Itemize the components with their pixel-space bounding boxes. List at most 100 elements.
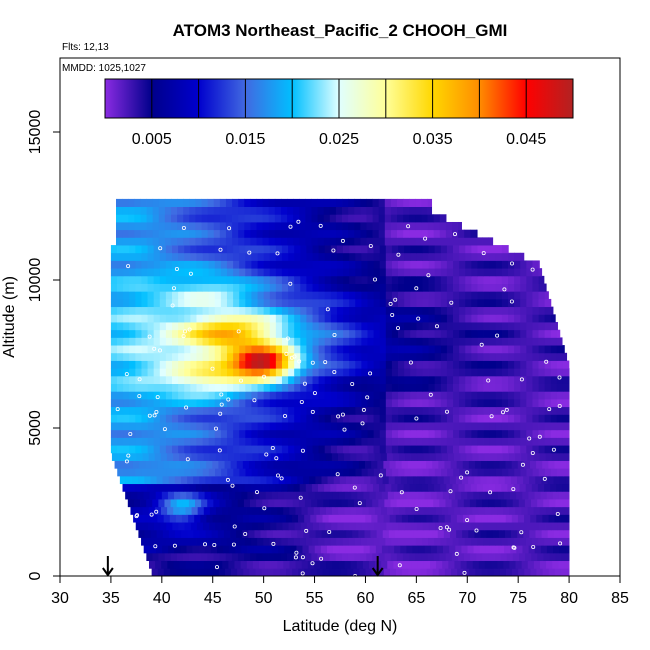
heatmap-cell — [312, 252, 320, 261]
heatmap-cell — [135, 445, 142, 454]
heatmap-cell — [129, 429, 136, 438]
heatmap-cell — [177, 214, 184, 223]
heatmap-cell — [287, 214, 294, 223]
heatmap-cell — [386, 452, 394, 461]
heatmap-cell — [178, 445, 185, 454]
heatmap-cell — [421, 198, 428, 207]
heatmap-cell — [562, 437, 570, 446]
heatmap-cell — [355, 314, 362, 323]
heatmap-cell — [184, 352, 191, 361]
heatmap-cell — [434, 391, 442, 400]
heatmap-cell — [410, 337, 417, 346]
heatmap-cell — [550, 375, 558, 384]
heatmap-cell — [331, 452, 339, 461]
heatmap-cell — [239, 314, 246, 323]
heatmap-cell — [404, 414, 411, 423]
heatmap-cell — [495, 398, 503, 408]
heatmap-cell — [288, 314, 295, 323]
heatmap-cell — [147, 468, 155, 477]
heatmap-cell — [410, 252, 417, 261]
heatmap-cell — [135, 260, 142, 269]
heatmap-cell — [160, 522, 167, 531]
heatmap-cell — [226, 391, 234, 400]
heatmap-cell — [220, 375, 228, 384]
heatmap-cell — [122, 206, 129, 215]
heatmap-cell — [153, 268, 161, 277]
heatmap-cell — [190, 298, 197, 308]
sample-point — [275, 473, 280, 478]
heatmap-cell — [385, 345, 393, 354]
heatmap-cell — [523, 529, 530, 538]
heatmap-cell — [335, 499, 343, 508]
heatmap-cell — [287, 483, 294, 492]
heatmap-cell — [487, 514, 494, 523]
heatmap-cell — [514, 522, 522, 531]
heatmap-cell — [551, 506, 559, 515]
heatmap-cell — [554, 460, 561, 469]
heatmap-cell — [256, 206, 264, 215]
heatmap-cell — [220, 245, 228, 254]
heatmap-cell — [501, 314, 509, 323]
heatmap-cell — [214, 245, 222, 254]
heatmap-cell — [356, 560, 364, 569]
heatmap-cell — [382, 529, 390, 538]
heatmap-cell — [486, 475, 493, 485]
heatmap-cell — [452, 229, 459, 238]
heatmap-cell — [556, 329, 561, 338]
heatmap-cell — [144, 475, 151, 485]
sample-point — [414, 286, 419, 291]
heatmap-cell — [422, 329, 429, 338]
heatmap-cell — [235, 491, 242, 500]
heatmap-cell — [123, 329, 130, 338]
heatmap-cell — [184, 360, 191, 369]
heatmap-cell — [306, 314, 313, 323]
heatmap-cell — [361, 391, 368, 400]
heatmap-cell — [300, 422, 307, 431]
heatmap-cell — [471, 522, 479, 531]
heatmap-cell — [273, 514, 281, 523]
heatmap-cell — [526, 260, 533, 269]
heatmap-cell — [171, 483, 178, 492]
heatmap-cell — [355, 329, 362, 338]
heatmap-cell — [351, 545, 358, 554]
heatmap-cell — [502, 522, 509, 531]
heatmap-cell — [208, 468, 216, 477]
heatmap-cell — [395, 514, 403, 523]
heatmap-cell — [394, 529, 402, 538]
heatmap-cell — [281, 391, 289, 400]
heatmap-cell — [135, 314, 142, 323]
heatmap-cell — [310, 460, 317, 469]
heatmap-cell — [268, 237, 276, 246]
heatmap-cell — [239, 414, 246, 423]
heatmap-cell — [336, 275, 344, 284]
heatmap-cell — [215, 452, 223, 461]
heatmap-cell — [453, 352, 460, 361]
heatmap-cell — [172, 391, 179, 400]
heatmap-cell — [135, 422, 142, 431]
heatmap-cell — [544, 360, 552, 369]
heatmap-cell — [501, 422, 509, 431]
heatmap-cell — [336, 260, 344, 269]
heatmap-cell — [504, 529, 512, 538]
heatmap-cell — [283, 560, 290, 569]
heatmap-cell — [220, 429, 228, 438]
heatmap-cell — [178, 398, 185, 408]
heatmap-cell — [389, 514, 397, 523]
heatmap-cell — [457, 499, 465, 508]
heatmap-cell — [390, 499, 398, 508]
heatmap-cell — [428, 352, 436, 361]
heatmap-cell — [495, 414, 503, 423]
sample-point — [310, 561, 315, 566]
heatmap-cell — [285, 460, 293, 469]
heatmap-cell — [156, 475, 164, 485]
heatmap-cell — [213, 206, 221, 215]
heatmap-cell — [400, 545, 407, 554]
heatmap-cell — [184, 391, 191, 400]
heatmap-cell — [166, 522, 173, 531]
sample-point — [210, 366, 215, 371]
sample-point — [368, 371, 373, 376]
heatmap-cell — [355, 429, 362, 438]
heatmap-cell — [135, 245, 142, 254]
heatmap-cell — [196, 337, 203, 346]
heatmap-cell — [251, 360, 258, 369]
